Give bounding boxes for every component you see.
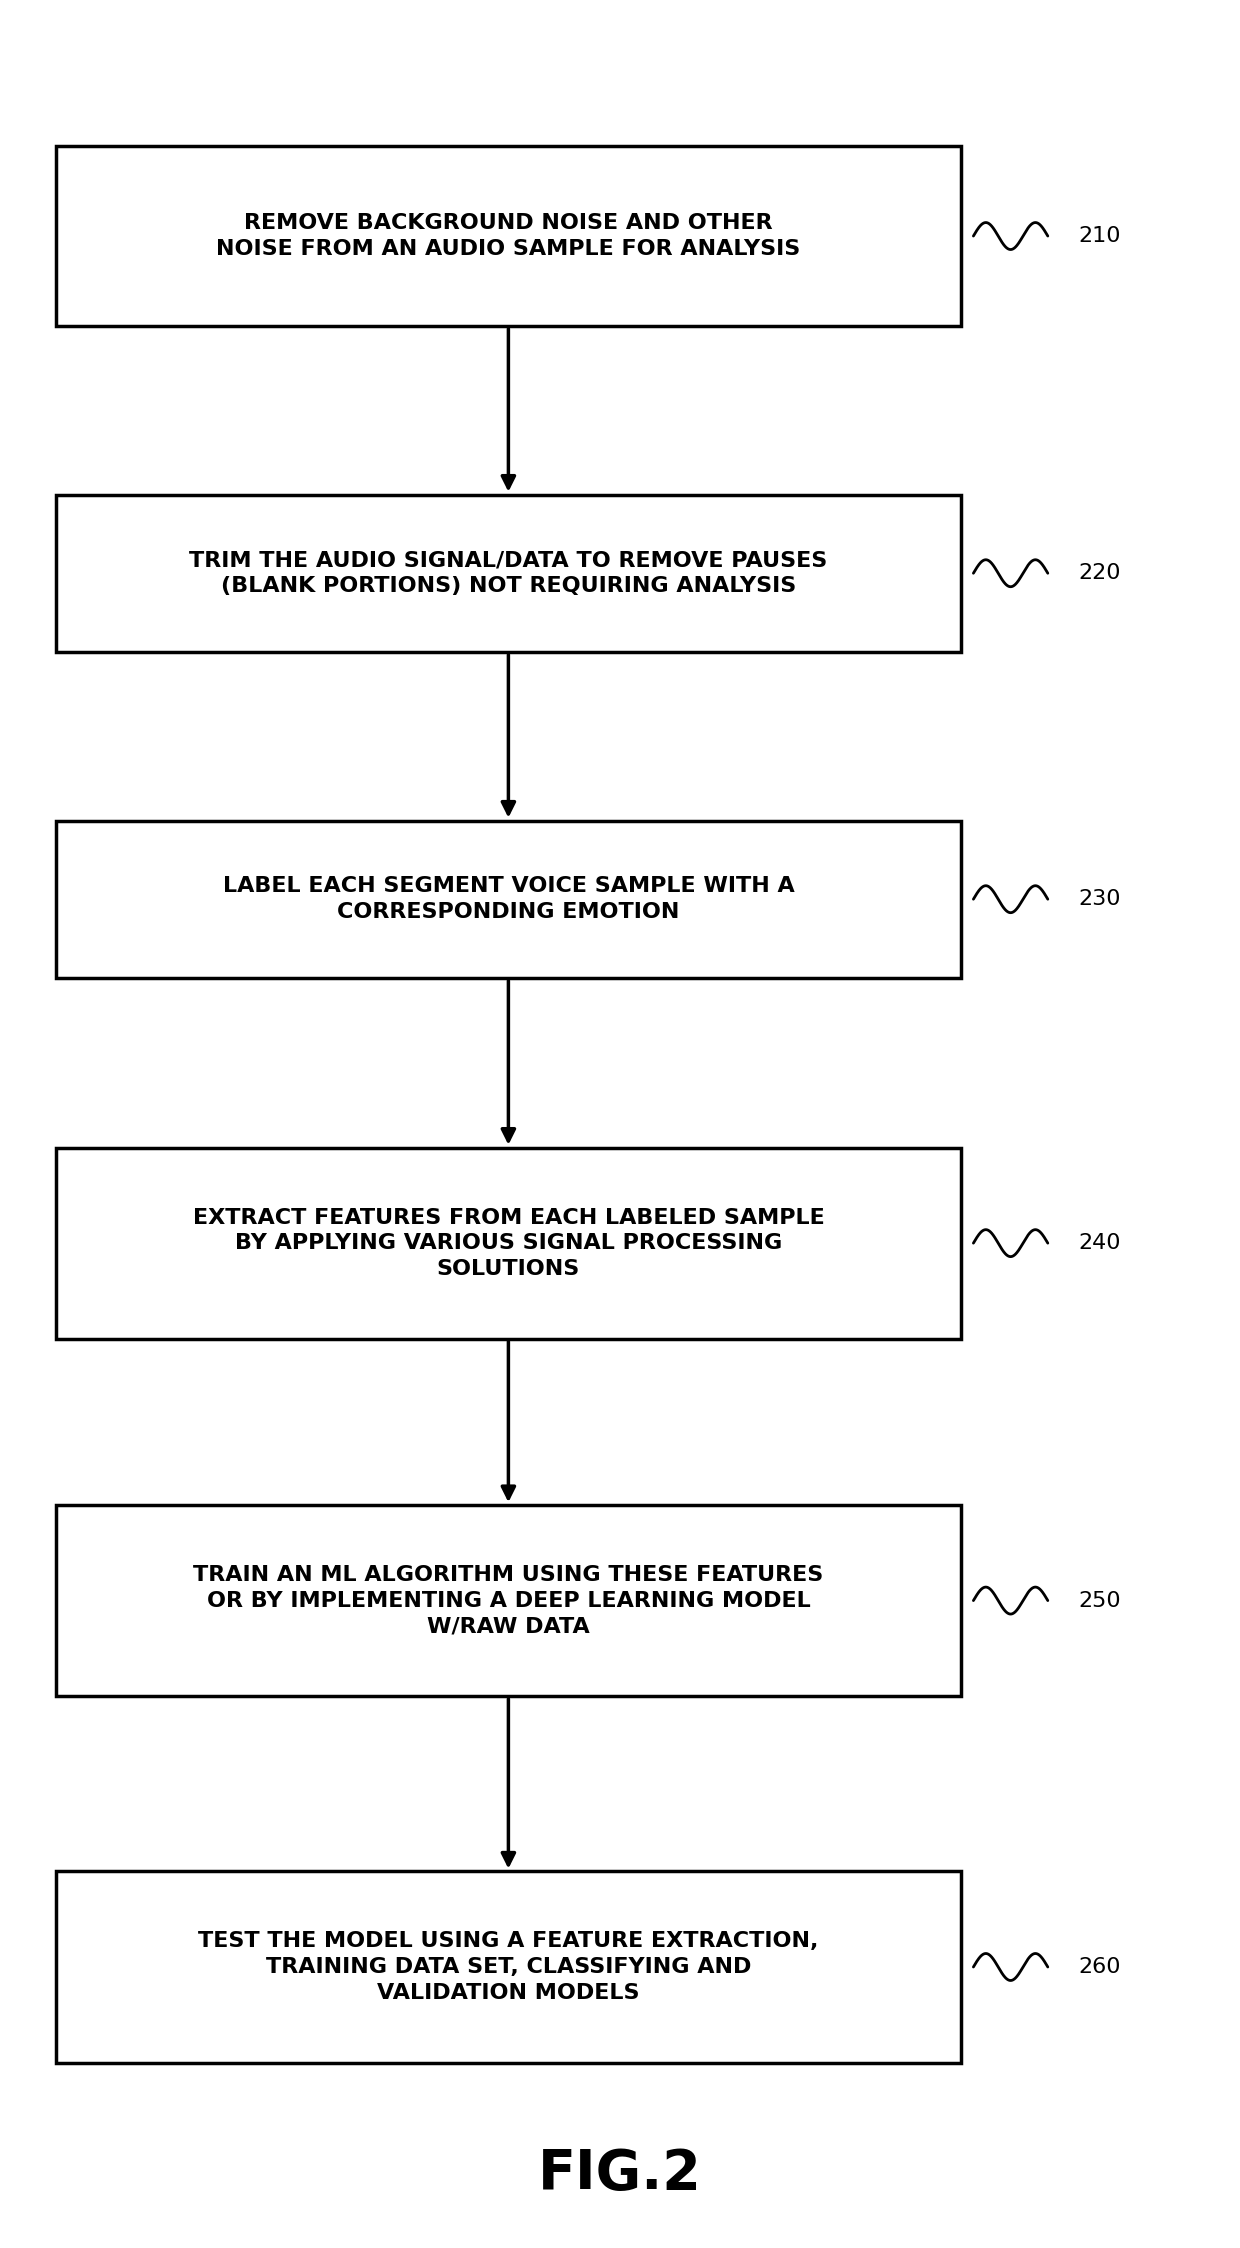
Bar: [56, 495, 961, 652]
Bar: [56, 1506, 961, 1697]
Text: LABEL EACH SEGMENT VOICE SAMPLE WITH A
CORRESPONDING EMOTION: LABEL EACH SEGMENT VOICE SAMPLE WITH A C…: [222, 877, 795, 922]
Text: 250: 250: [1079, 1592, 1121, 1610]
Bar: [56, 1146, 961, 1340]
Text: EXTRACT FEATURES FROM EACH LABELED SAMPLE
BY APPLYING VARIOUS SIGNAL PROCESSING
: EXTRACT FEATURES FROM EACH LABELED SAMPL…: [192, 1207, 825, 1279]
Text: 230: 230: [1079, 890, 1121, 908]
Bar: [56, 1870, 961, 2064]
Text: REMOVE BACKGROUND NOISE AND OTHER
NOISE FROM AN AUDIO SAMPLE FOR ANALYSIS: REMOVE BACKGROUND NOISE AND OTHER NOISE …: [216, 214, 801, 259]
Text: FIG.2: FIG.2: [538, 2147, 702, 2201]
Text: 240: 240: [1079, 1234, 1121, 1252]
Text: TEST THE MODEL USING A FEATURE EXTRACTION,
TRAINING DATA SET, CLASSIFYING AND
VA: TEST THE MODEL USING A FEATURE EXTRACTIO…: [198, 1931, 818, 2003]
Bar: [56, 821, 961, 978]
Text: 220: 220: [1079, 564, 1121, 582]
Text: 260: 260: [1079, 1958, 1121, 1976]
Bar: [56, 146, 961, 326]
Text: TRAIN AN ML ALGORITHM USING THESE FEATURES
OR BY IMPLEMENTING A DEEP LEARNING MO: TRAIN AN ML ALGORITHM USING THESE FEATUR…: [193, 1565, 823, 1637]
Text: TRIM THE AUDIO SIGNAL/DATA TO REMOVE PAUSES
(BLANK PORTIONS) NOT REQUIRING ANALY: TRIM THE AUDIO SIGNAL/DATA TO REMOVE PAU…: [190, 551, 827, 596]
Text: 210: 210: [1079, 227, 1121, 245]
